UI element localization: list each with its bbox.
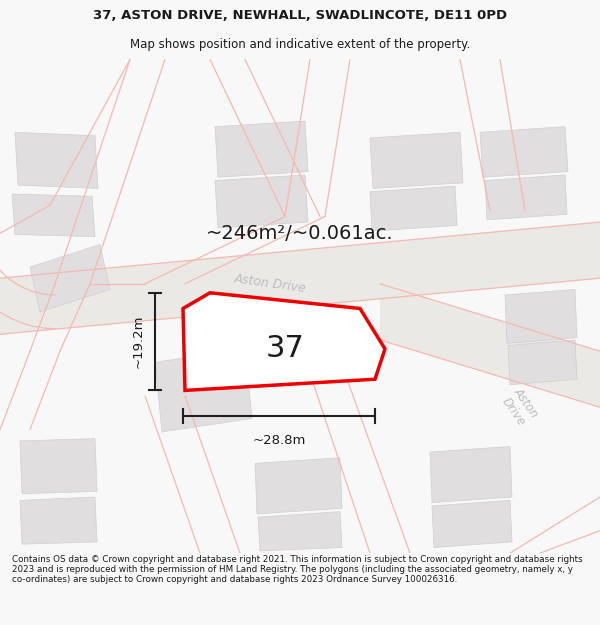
Text: 37, ASTON DRIVE, NEWHALL, SWADLINCOTE, DE11 0PD: 37, ASTON DRIVE, NEWHALL, SWADLINCOTE, D…: [93, 9, 507, 22]
Polygon shape: [30, 244, 110, 312]
Polygon shape: [370, 132, 463, 188]
Text: ~28.8m: ~28.8m: [253, 434, 305, 447]
Text: Map shows position and indicative extent of the property.: Map shows position and indicative extent…: [130, 38, 470, 51]
Text: Aston
Drive: Aston Drive: [499, 385, 541, 429]
Polygon shape: [255, 458, 342, 514]
Polygon shape: [20, 439, 97, 494]
Polygon shape: [215, 175, 308, 228]
Polygon shape: [370, 186, 457, 231]
Polygon shape: [432, 501, 512, 548]
Text: Contains OS data © Crown copyright and database right 2021. This information is : Contains OS data © Crown copyright and d…: [12, 554, 583, 584]
Polygon shape: [183, 292, 385, 391]
Polygon shape: [15, 132, 98, 188]
Text: ~19.2m: ~19.2m: [132, 315, 145, 368]
Polygon shape: [0, 222, 600, 334]
Polygon shape: [258, 512, 342, 551]
Polygon shape: [215, 121, 308, 177]
Polygon shape: [380, 284, 600, 408]
Text: 37: 37: [266, 334, 304, 363]
Polygon shape: [485, 175, 567, 220]
Polygon shape: [12, 194, 95, 237]
Polygon shape: [430, 446, 512, 503]
Polygon shape: [508, 340, 577, 385]
Polygon shape: [505, 289, 577, 343]
Polygon shape: [155, 349, 252, 432]
Text: Aston Drive: Aston Drive: [233, 272, 307, 295]
Polygon shape: [480, 127, 568, 178]
Polygon shape: [20, 497, 97, 544]
Text: ~246m²/~0.061ac.: ~246m²/~0.061ac.: [206, 224, 394, 243]
